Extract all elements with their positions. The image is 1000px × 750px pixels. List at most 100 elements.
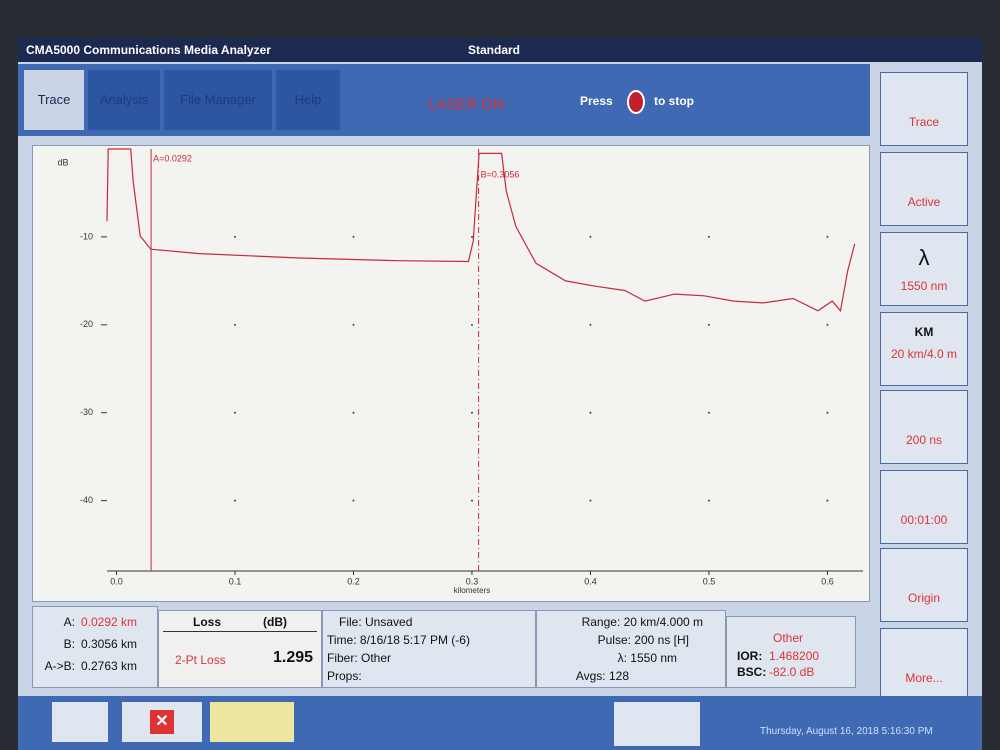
loss-unit: (dB) [263, 615, 287, 629]
loss-value: 1.295 [273, 649, 314, 666]
side-label: 00:01:00 [900, 513, 948, 527]
bsc-label: BSC: [737, 665, 767, 679]
marker-label: A->B: [44, 659, 75, 673]
file-panel: File: Unsaved Time: 8/16/18 5:17 PM (-6) F… [322, 610, 536, 688]
fiber-panel: Other IOR: 1.468200 BSC: -82.0 dB [726, 616, 856, 688]
side-icon-space [881, 549, 967, 583]
grid-dot [826, 499, 829, 502]
marker-panel: A: 0.0292 km B: 0.3056 km A->B: 0.2763 km [32, 606, 158, 688]
side-label: Trace [908, 115, 940, 129]
side-button[interactable]: 200 ns [880, 390, 968, 464]
cursor-label: A=0.0292 [153, 153, 192, 163]
datetime: Thursday, August 16, 2018 5:16:30 PM [760, 726, 933, 737]
acquisition-line: Pulse: 200 ns [H] [597, 633, 689, 647]
side-label: 20 km/4.0 m [890, 347, 958, 361]
chart-area: dB kilometers -10 -20 -30 -40 0.0 0.1 0.2 0.3 0.4 0… [32, 145, 870, 602]
trace-line [106, 148, 856, 313]
ior-label: IOR: [737, 649, 763, 663]
keyboard-button[interactable] [614, 702, 700, 746]
grid-dot [826, 235, 829, 238]
marker-label: B: [63, 637, 75, 651]
x-axis-label: kilometers [454, 586, 490, 595]
grid-dot [352, 323, 355, 326]
acquisition-line: λ: 1550 nm [617, 651, 677, 665]
side-icon-space [881, 471, 967, 505]
marker-value: 0.3056 km [81, 637, 138, 651]
grid-dot [589, 499, 592, 502]
x-tick-label: 0.2 [347, 576, 360, 586]
loss-method: 2-Pt Loss [175, 653, 226, 667]
tab[interactable]: File Manager [164, 70, 272, 130]
grid-dot [352, 235, 355, 238]
side-button[interactable]: More... [880, 628, 968, 702]
side-button[interactable]: Trace [880, 72, 968, 146]
title-bar: CMA5000 Communications Media Analyzer St… [18, 38, 982, 62]
grid-dot [352, 411, 355, 414]
side-button[interactable]: λ 1550 nm [880, 232, 968, 306]
y-tick-label: -30 [80, 407, 93, 417]
chart: dB kilometers -10 -20 -30 -40 0.0 0.1 0.2 0.3 0.4 0… [57, 148, 863, 595]
battery-button[interactable] [210, 702, 294, 742]
ior-value: 1.468200 [769, 649, 820, 663]
cursor-label: B=0.3056 [481, 169, 520, 179]
acquisition-panel: Range: 20 km/4.000 m Pulse: 200 ns [H] λ: … [536, 610, 726, 688]
x-tick-label: 0.1 [229, 576, 242, 586]
x-tick-label: 0.6 [821, 576, 834, 586]
screen: CMA5000 Communications Media Analyzer St… [18, 38, 982, 750]
laser-status: LASER ON [428, 96, 504, 113]
side-icon-space [881, 629, 967, 663]
grid-dot [707, 499, 710, 502]
side-label: More... [905, 671, 943, 685]
side-button[interactable]: KM 20 km/4.0 m [880, 312, 968, 386]
stop-icon[interactable] [627, 90, 645, 114]
side-button[interactable]: Active [880, 152, 968, 226]
side-label: 1550 nm [900, 279, 948, 293]
tab-bar: Trace Analysis File Manager Help LASER O… [18, 64, 870, 136]
marker-value: 0.0292 km [81, 615, 138, 629]
acquisition-line: Avgs: 128 [575, 669, 629, 683]
x-tick-label: 0.5 [703, 576, 716, 586]
side-label: Active [907, 195, 941, 209]
grid-dot [233, 499, 236, 502]
x-tick-label: 0.0 [110, 576, 123, 586]
file-line: Props: [327, 669, 362, 683]
marker-value: 0.2763 km [81, 659, 138, 673]
window-mode: Standard [468, 43, 521, 57]
y-tick-label: -20 [80, 319, 93, 329]
folder-button[interactable] [52, 702, 108, 742]
acquisition-line: Range: 20 km/4.000 m [581, 615, 703, 629]
window-title: CMA5000 Communications Media Analyzer [26, 43, 271, 57]
file-line: Fiber: Other [327, 651, 392, 665]
side-button[interactable]: Origin [880, 548, 968, 622]
file-line: File: Unsaved [339, 615, 413, 629]
bottom-bar: ✕ Thursday, August 16, 2018 5:16:30 PM [18, 696, 982, 750]
tab[interactable]: Trace [24, 70, 84, 130]
x-tick-label: 0.3 [466, 576, 479, 586]
grid-dot [589, 411, 592, 414]
side-icon-space [881, 153, 967, 187]
side-button[interactable]: 00:01:00 [880, 470, 968, 544]
file-line: Time: 8/16/18 5:17 PM (-6) [327, 633, 470, 647]
grid-dot [589, 235, 592, 238]
y-tick-label: -10 [80, 231, 93, 241]
side-icon: KM [914, 325, 934, 339]
close-button[interactable]: ✕ [122, 702, 202, 742]
grid-dot [707, 323, 710, 326]
grid-dot [826, 411, 829, 414]
grid-dot [470, 323, 473, 326]
grid-dot [233, 411, 236, 414]
bsc-value: -82.0 dB [769, 665, 815, 679]
grid-dot [707, 411, 710, 414]
tab[interactable]: Analysis [88, 70, 160, 130]
loss-panel: Loss (dB) 2-Pt Loss 1.295 [158, 610, 322, 688]
grid-dot [233, 235, 236, 238]
grid-dot [826, 323, 829, 326]
side-icon-space [881, 73, 967, 107]
side-label: 200 ns [905, 433, 943, 447]
side-icon-space [881, 391, 967, 425]
side-label: Origin [907, 591, 940, 605]
y-axis-label: dB [57, 157, 68, 167]
grid-dot [470, 411, 473, 414]
tab[interactable]: Help [276, 70, 340, 130]
